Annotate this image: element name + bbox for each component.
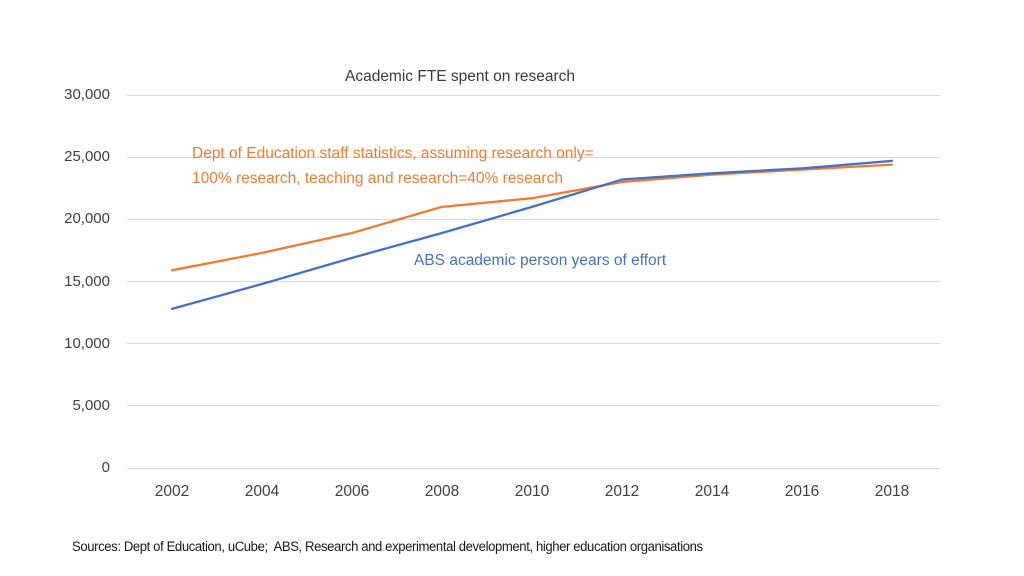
gridline-y-5000 <box>127 405 940 407</box>
series-label-abs: ABS academic person years of effort <box>414 252 667 269</box>
y-tick-label: 25,000 <box>64 148 110 166</box>
x-tick-label: 2008 <box>424 483 460 500</box>
series-label-doe-line2: 100% research, teaching and research=40%… <box>192 170 563 187</box>
gridline-y-25000 <box>127 156 940 158</box>
series-label-doe-line1: Dept of Education staff statistics, assu… <box>192 145 594 162</box>
gridline-y-20000 <box>127 218 940 220</box>
x-tick-label: 2002 <box>154 483 190 500</box>
y-tick-label: 5,000 <box>72 396 110 414</box>
gridline-y-15000 <box>127 281 940 282</box>
x-tick-label: 2016 <box>784 483 820 500</box>
gridline-y-0 <box>127 467 940 469</box>
source-note: Sources: Dept of Education, uCube; ABS, … <box>72 539 703 554</box>
x-tick-label: 2018 <box>874 483 910 500</box>
y-tick-label: 20,000 <box>64 210 110 228</box>
gridline-y-30000 <box>127 94 940 96</box>
x-tick-label: 2010 <box>514 483 550 500</box>
x-tick-label: 2006 <box>334 483 370 500</box>
y-tick-label: 0 <box>101 459 110 476</box>
x-tick-label: 2004 <box>244 483 280 500</box>
y-tick-label: 10,000 <box>64 334 110 352</box>
y-tick-label: 30,000 <box>64 86 110 103</box>
gridline-y-10000 <box>127 343 940 345</box>
series-label-doe: Dept of Education staff statistics, assu… <box>192 141 594 191</box>
x-tick-label: 2012 <box>604 483 640 500</box>
chart-title: Academic FTE spent on research <box>344 68 576 85</box>
x-tick-label: 2014 <box>694 483 730 500</box>
y-tick-label: 15,000 <box>64 272 110 290</box>
